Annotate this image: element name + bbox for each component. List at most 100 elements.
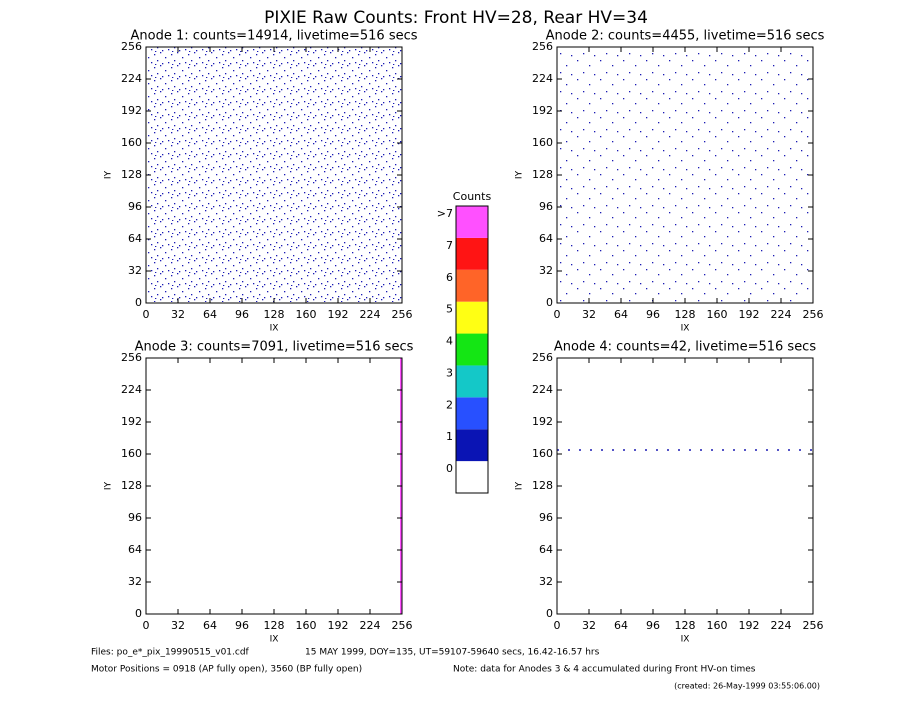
x-tick-label: 96 [646,619,660,632]
x-tick-label: 64 [614,308,628,321]
y-tick-label: 256 [532,351,553,364]
y-tick-label: 224 [532,72,553,85]
x-tick-label: 32 [171,619,185,632]
footer-date: 15 MAY 1999, DOY=135, UT=59107-59640 sec… [305,648,600,658]
y-tick-label: 64 [128,232,142,245]
y-tick-label: 192 [121,415,142,428]
colorbar-label: 1 [446,430,453,443]
x-axis-label: IX [681,324,690,334]
y-tick-label: 160 [121,136,142,149]
y-tick-label: 160 [532,447,553,460]
x-tick-label: 256 [803,619,824,632]
y-tick-label: 0 [135,296,142,309]
y-tick-label: 224 [121,383,142,396]
x-tick-label: 224 [771,308,792,321]
x-axis-label: IX [270,324,279,334]
x-tick-label: 192 [328,308,349,321]
colorbar-label: 6 [446,271,453,284]
colorbar-label: 3 [446,366,453,379]
x-axis-label: IX [270,635,279,645]
colorbar-swatch [456,206,488,238]
colorbar-swatch [456,269,488,302]
y-tick-label: 128 [532,479,553,492]
y-axis-label: IY [104,481,114,490]
x-tick-label: 256 [392,308,413,321]
panel-title: Anode 3: counts=7091, livetime=516 secs [135,340,414,355]
x-tick-label: 0 [143,619,150,632]
y-tick-label: 64 [539,543,553,556]
colorbar-swatch [456,461,488,493]
figure-title: PIXIE Raw Counts: Front HV=28, Rear HV=3… [264,8,648,28]
y-tick-label: 256 [121,351,142,364]
colorbar-swatch [456,365,488,398]
x-tick-label: 160 [707,619,728,632]
plot-frame [145,357,403,615]
y-tick-label: 96 [539,200,553,213]
colorbar-label: 4 [446,335,453,348]
y-tick-label: 32 [128,264,142,277]
panel-title: Anode 2: counts=4455, livetime=516 secs [546,29,825,44]
x-tick-label: 128 [264,619,285,632]
x-tick-label: 224 [771,619,792,632]
x-tick-label: 224 [360,308,381,321]
colorbar-frame [455,205,489,494]
x-tick-label: 64 [203,308,217,321]
y-tick-label: 0 [546,296,553,309]
y-tick-label: 32 [128,575,142,588]
y-axis-label: IY [515,481,525,490]
y-tick-label: 32 [539,575,553,588]
x-axis-label: IX [681,635,690,645]
colorbar-title: Counts [453,190,492,203]
y-tick-label: 64 [128,543,142,556]
y-tick-label: 160 [121,447,142,460]
y-tick-label: 0 [135,607,142,620]
x-tick-label: 256 [803,308,824,321]
footer-files: Files: po_e*_pix_19990515_v01.cdf [91,648,250,658]
count-texture [146,47,402,302]
colorbar-label: 2 [446,398,453,411]
y-axis-label: IY [104,170,114,179]
colorbar-swatch [456,301,488,334]
y-tick-label: 192 [532,104,553,117]
x-tick-label: 32 [582,619,596,632]
y-tick-label: 256 [532,40,553,53]
y-tick-label: 96 [128,511,142,524]
colorbar-swatch [456,397,488,430]
footer-created: (created: 26-May-1999 03:55:06.00) [674,682,820,691]
colorbar-label: 7 [446,239,453,252]
colorbar-label: 0 [446,462,453,475]
y-tick-label: 64 [539,232,553,245]
colorbar-label: >7 [437,207,453,220]
x-tick-label: 0 [143,308,150,321]
x-tick-label: 160 [707,308,728,321]
y-tick-label: 224 [121,72,142,85]
y-tick-label: 192 [532,415,553,428]
footer-note: Note: data for Anodes 3 & 4 accumulated … [453,665,756,675]
y-tick-label: 224 [532,383,553,396]
x-tick-label: 160 [296,619,317,632]
x-tick-label: 64 [614,619,628,632]
x-tick-label: 32 [171,308,185,321]
x-tick-label: 64 [203,619,217,632]
y-tick-label: 0 [546,607,553,620]
panel-title: Anode 4: counts=42, livetime=516 secs [554,340,816,355]
colorbar-swatch [456,429,488,462]
x-tick-label: 0 [554,308,561,321]
y-tick-label: 128 [121,168,142,181]
x-tick-label: 96 [646,308,660,321]
y-tick-label: 192 [121,104,142,117]
x-tick-label: 224 [360,619,381,632]
y-tick-label: 96 [128,200,142,213]
x-tick-label: 128 [264,308,285,321]
x-tick-label: 192 [739,619,760,632]
x-tick-label: 128 [675,308,696,321]
panel-title: Anode 1: counts=14914, livetime=516 secs [130,29,417,44]
x-tick-label: 256 [392,619,413,632]
colorbar-swatch [456,237,488,270]
footer-motor: Motor Positions = 0918 (AP fully open), … [91,665,362,675]
x-tick-label: 32 [582,308,596,321]
count-texture [557,47,812,302]
colorbar-label: 5 [446,303,453,316]
